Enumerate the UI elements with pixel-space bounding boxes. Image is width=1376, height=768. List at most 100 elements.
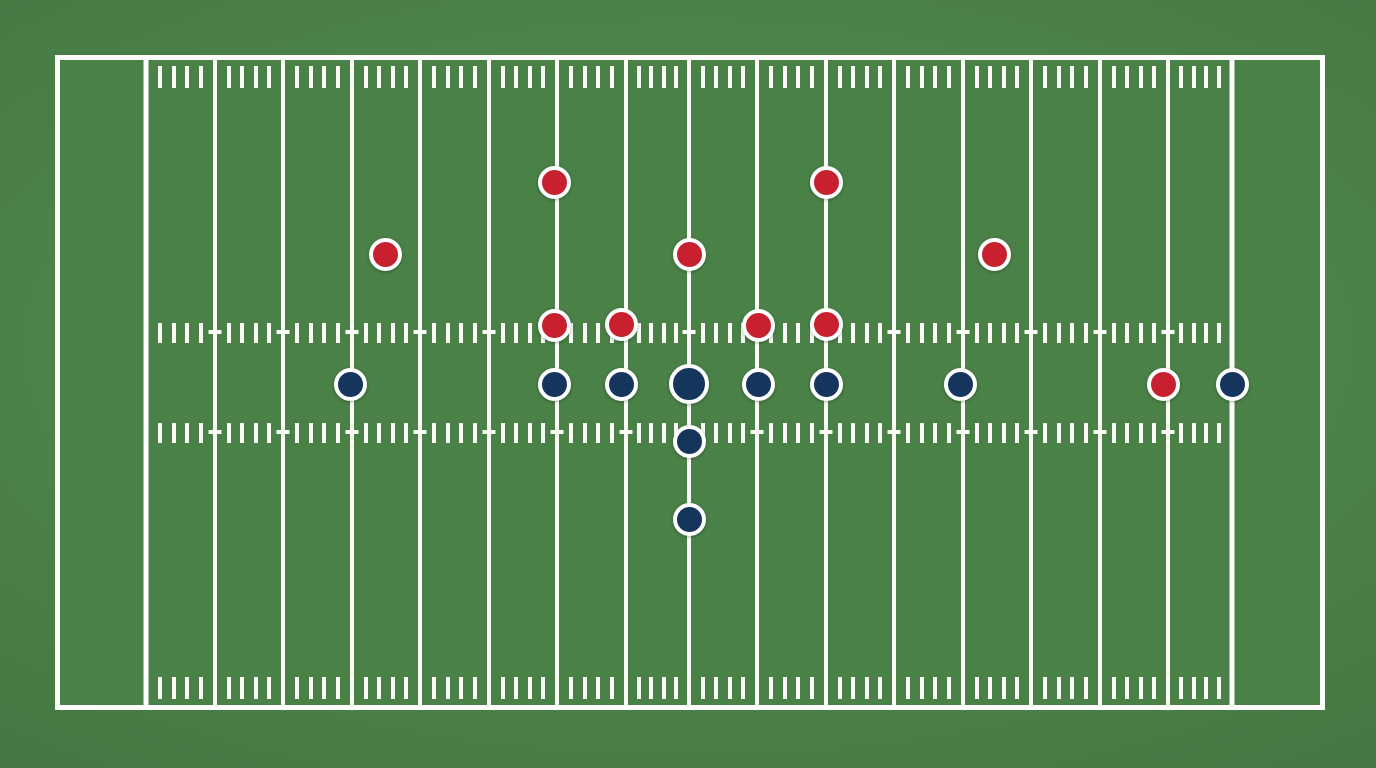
offense-wide-receiver-left[interactable] [368,237,402,271]
hash-mark [1111,323,1116,343]
inbound-line-tick [956,330,970,334]
hash-mark [336,677,341,699]
hash-mark [864,66,869,88]
hash-mark [947,423,952,443]
hash-mark [636,66,641,88]
hash-mark [1191,66,1196,88]
hash-mark [185,423,190,443]
defense-corner-left[interactable] [333,367,367,401]
hash-mark [864,677,869,699]
hash-mark [445,323,450,343]
hash-mark [308,677,313,699]
defense-linebacker-middle[interactable] [672,424,706,458]
hash-mark [294,323,299,343]
hash-mark [377,423,382,443]
hash-mark [1125,66,1130,88]
hash-mark [1152,677,1157,699]
hash-mark [1191,677,1196,699]
offense-line-right-guard[interactable] [741,308,775,342]
hash-mark [1152,66,1157,88]
yard-line-1 [213,60,217,705]
inbound-line-tick [1161,430,1175,434]
hash-mark [431,66,436,88]
hash-mark [864,323,869,343]
hash-mark [322,423,327,443]
goal-line-left [143,60,149,705]
hash-mark [240,323,245,343]
offense-receiver-upper-left[interactable] [537,165,571,199]
hash-mark [741,423,746,443]
hash-mark [390,423,395,443]
hash-mark [445,66,450,88]
hash-mark [1056,66,1061,88]
defense-corner-right[interactable] [943,367,977,401]
hash-mark [308,66,313,88]
offense-receiver-upper-right[interactable] [809,165,843,199]
offense-wide-receiver-right[interactable] [977,237,1011,271]
inbound-line-tick [682,330,696,334]
hash-mark [700,677,705,699]
hash-mark [157,323,162,343]
hash-mark [473,677,478,699]
hash-mark [1015,423,1020,443]
hash-mark [1217,423,1222,443]
hash-mark [796,423,801,443]
hash-mark [796,66,801,88]
hash-mark [988,423,993,443]
inbound-line-tick [208,330,222,334]
hash-mark [933,677,938,699]
offense-line-left-tackle[interactable] [537,308,571,342]
hash-mark [649,677,654,699]
defense-end-left[interactable] [537,367,571,401]
hash-mark [1191,423,1196,443]
defense-tackle-right[interactable] [741,367,775,401]
hash-mark [947,66,952,88]
hash-mark [1111,66,1116,88]
offense-quarterback-deep[interactable] [672,237,706,271]
hash-mark [390,66,395,88]
hash-mark [741,66,746,88]
hash-mark [514,323,519,343]
hash-mark [610,423,615,443]
offense-far-right-marker[interactable] [1146,367,1180,401]
hash-mark [1001,66,1006,88]
hash-mark [1138,323,1143,343]
hash-mark [610,677,615,699]
hash-mark [1138,423,1143,443]
hash-mark [1056,323,1061,343]
hash-mark [674,66,679,88]
hash-mark [294,66,299,88]
yard-line-14 [1098,60,1102,705]
hash-mark [905,423,910,443]
hash-mark [390,323,395,343]
hash-mark [649,66,654,88]
offense-line-left-guard[interactable] [604,307,638,341]
hash-mark [674,323,679,343]
hash-mark [1056,423,1061,443]
defense-tackle-left[interactable] [604,367,638,401]
hash-mark [1070,323,1075,343]
hash-mark [596,677,601,699]
offense-line-right-tackle[interactable] [809,307,843,341]
hash-mark [1084,423,1089,443]
inbound-line-tick [1093,430,1107,434]
hash-mark [636,677,641,699]
hash-mark [404,66,409,88]
hash-mark [933,66,938,88]
defense-safety-deep[interactable] [672,502,706,536]
hash-mark [988,323,993,343]
inbound-line-tick [345,330,359,334]
hash-mark [500,677,505,699]
inbound-line-tick [276,430,290,434]
defense-nose-tackle-center[interactable] [669,364,709,404]
defense-end-right[interactable] [809,367,843,401]
defense-far-right-corner[interactable] [1215,367,1249,401]
hash-mark [1152,423,1157,443]
inbound-line-tick [1093,330,1107,334]
hash-mark [610,66,615,88]
hash-mark [1191,323,1196,343]
hash-mark [459,423,464,443]
hash-mark [1138,677,1143,699]
hash-mark [185,66,190,88]
hash-mark [1178,66,1183,88]
